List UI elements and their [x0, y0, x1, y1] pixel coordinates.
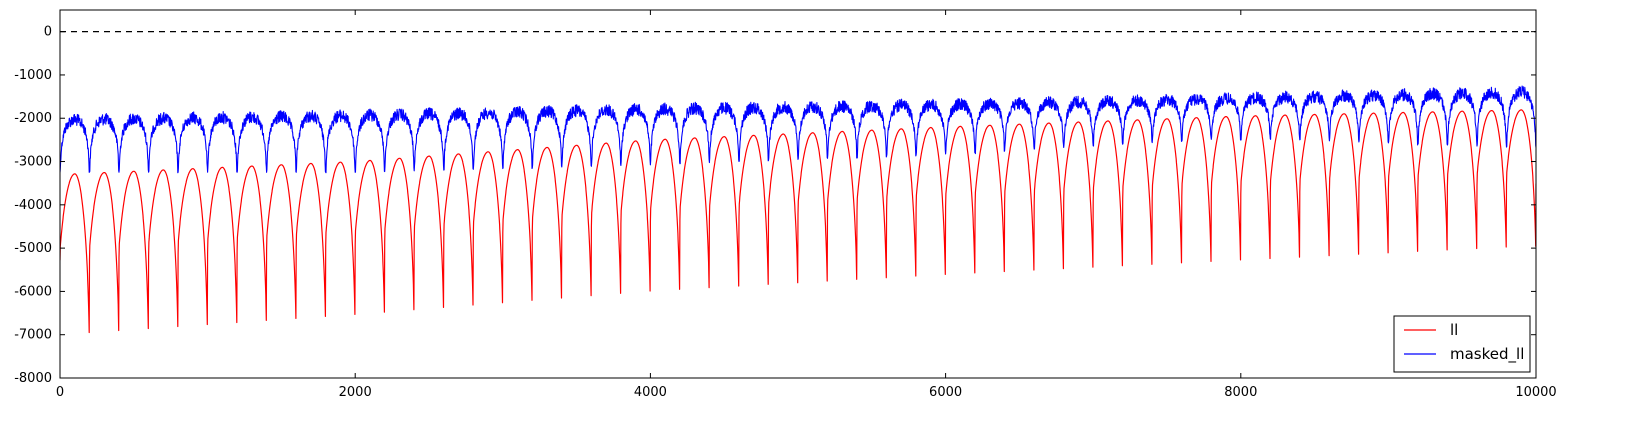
- series-line-masked-ll: [60, 85, 1536, 174]
- x-tick-label: 4000: [634, 385, 667, 400]
- x-tick-label: 0: [56, 385, 64, 400]
- x-tick-label: 6000: [929, 385, 962, 400]
- y-tick-label: -6000: [14, 284, 52, 299]
- y-tick-label: 0: [44, 25, 52, 40]
- y-tick-label: -7000: [14, 328, 52, 343]
- series-group: [60, 85, 1536, 334]
- plot-frame: [59, 9, 1537, 379]
- legend-label: masked_ll: [1450, 345, 1524, 364]
- x-tick-label: 2000: [339, 385, 372, 400]
- y-tick-label: -1000: [14, 68, 52, 83]
- legend: ll masked_ll: [1393, 315, 1531, 373]
- series-line-ll: [60, 109, 1536, 334]
- y-tick-label: -2000: [14, 111, 52, 126]
- y-tick-label: -4000: [14, 198, 52, 213]
- legend-box: [1393, 315, 1531, 373]
- x-tick-label: 10000: [1515, 385, 1556, 400]
- x-tick-label: 8000: [1224, 385, 1257, 400]
- y-tick-label: -5000: [14, 241, 52, 256]
- y-tick-label: -3000: [14, 155, 52, 170]
- axis-ticks: 0 2000 4000 6000 8000 10000 0 -1000 -2000 -3000 -4…: [14, 10, 1557, 400]
- y-tick-label: -8000: [14, 371, 52, 386]
- legend-label: ll: [1450, 321, 1458, 339]
